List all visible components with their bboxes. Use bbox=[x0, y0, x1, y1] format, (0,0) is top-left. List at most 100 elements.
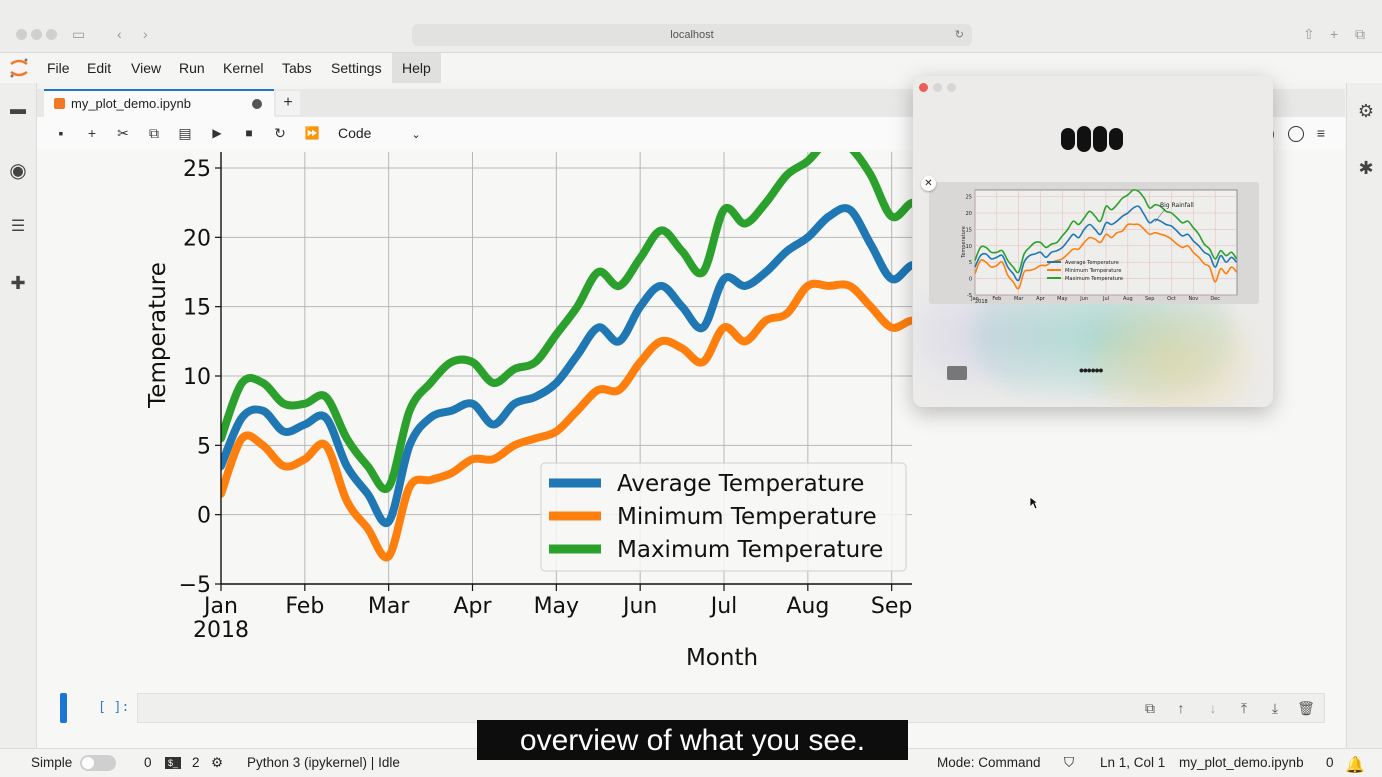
menu-edit[interactable]: Edit bbox=[87, 60, 112, 76]
unsaved-dot-icon[interactable] bbox=[252, 99, 262, 109]
thumb-x-tick-label: Nov bbox=[1188, 296, 1198, 302]
y-tick-label: 0 bbox=[197, 504, 211, 529]
menu-help[interactable]: Help bbox=[392, 53, 441, 83]
tab-notebook[interactable]: my_plot_demo.ipynb bbox=[44, 89, 274, 117]
window-zoom-dot[interactable] bbox=[46, 29, 57, 40]
save-icon[interactable]: ▪ bbox=[58, 125, 64, 141]
series-line-average-temperature bbox=[221, 204, 912, 528]
x-tick-label: Jul bbox=[709, 594, 738, 619]
running-icon[interactable]: ◉ bbox=[9, 160, 27, 182]
x-tick-label: Jun bbox=[621, 594, 657, 619]
debugger-icon[interactable]: ✱ bbox=[1358, 158, 1374, 178]
simple-mode-label: Simple bbox=[31, 755, 73, 770]
thumb-series-line bbox=[974, 189, 1238, 274]
menu-icon[interactable]: ≡ bbox=[1316, 125, 1326, 141]
thumb-y-tick-label: 0 bbox=[969, 277, 972, 283]
toc-icon[interactable]: ☰ bbox=[10, 218, 26, 235]
thumb-y-tick-label: 5 bbox=[969, 260, 972, 266]
thumb-x-tick-label: Jul bbox=[1102, 296, 1109, 302]
back-icon[interactable]: ‹ bbox=[117, 26, 122, 42]
stop-icon[interactable]: ■ bbox=[245, 126, 253, 140]
restart-icon[interactable]: ↻ bbox=[274, 125, 286, 141]
popup-glow bbox=[1093, 306, 1253, 407]
run-all-icon[interactable]: ⏩ bbox=[304, 126, 320, 140]
terminals-count: 0 bbox=[144, 755, 152, 770]
property-inspector-icon[interactable]: ⚙ bbox=[1357, 101, 1375, 121]
screenshot-thumbnail[interactable]: 25 20 15 10 5 0 -5 Jan Feb Mar Apr May Jun Jul Aug Sep O… bbox=[929, 182, 1259, 305]
video-caption: overview of what you see. bbox=[477, 720, 908, 760]
x-tick-label: Feb bbox=[285, 594, 324, 619]
paste-icon[interactable]: ▤ bbox=[178, 125, 192, 141]
thumb-year-label: 2018 bbox=[975, 299, 988, 304]
thumb-annotation: Big Rainfall bbox=[1160, 202, 1194, 209]
terminal-icon[interactable]: $_ bbox=[165, 757, 182, 769]
thumb-y-tick-label: 20 bbox=[966, 211, 972, 217]
menu-run[interactable]: Run bbox=[179, 60, 205, 76]
x-tick-label: Aug bbox=[786, 594, 829, 619]
thumb-x-tick-label: Oct bbox=[1167, 296, 1176, 302]
file-name: my_plot_demo.ipynb bbox=[1179, 755, 1304, 770]
thumb-y-tick-label: 25 bbox=[966, 195, 972, 201]
duplicate-cell-icon[interactable]: ⧉ bbox=[1145, 700, 1155, 716]
move-down-icon[interactable]: ↓ bbox=[1209, 700, 1217, 716]
notification-bell-icon[interactable]: 🔔 bbox=[1345, 757, 1365, 774]
thumb-series-line bbox=[974, 205, 1238, 282]
move-up-icon[interactable]: ↑ bbox=[1177, 700, 1185, 716]
simple-mode-toggle[interactable] bbox=[80, 755, 116, 771]
trusted-shield-icon[interactable]: ⛉ bbox=[1064, 755, 1075, 770]
share-icon[interactable]: ⇧ bbox=[1303, 26, 1315, 42]
popup-close-dot[interactable] bbox=[919, 83, 928, 92]
thumb-x-tick-label: Sep bbox=[1145, 296, 1154, 302]
delete-cell-icon[interactable]: 🗑 bbox=[1297, 700, 1315, 716]
kernel-status[interactable]: Python 3 (ipykernel) | Idle bbox=[247, 755, 400, 770]
x-axis-label: Month bbox=[686, 645, 758, 671]
thumb-series-line bbox=[974, 223, 1238, 290]
browser-toolbar: ▭ ‹ › localhost ↻ ⇧ + ⧉ bbox=[0, 0, 1382, 53]
series-line-maximum-temperature bbox=[221, 152, 912, 494]
run-icon[interactable]: ▶ bbox=[212, 126, 222, 140]
kernel-chip-icon[interactable]: ⚙ bbox=[211, 755, 224, 770]
y-tick-label: 15 bbox=[183, 296, 211, 321]
menu-kernel[interactable]: Kernel bbox=[223, 60, 264, 76]
url-text: localhost bbox=[670, 29, 714, 41]
sidebar-toggle-icon[interactable]: ▭ bbox=[72, 26, 86, 42]
menu-settings[interactable]: Settings bbox=[331, 60, 382, 76]
menu-view[interactable]: View bbox=[131, 60, 162, 76]
chart-lines bbox=[221, 152, 912, 562]
insert-below-icon[interactable]: ⤓ bbox=[1271, 700, 1279, 716]
thumb-ylabel: Temperature bbox=[961, 226, 967, 259]
mouse-cursor-icon bbox=[1029, 496, 1039, 510]
folder-icon[interactable]: ▬ bbox=[10, 101, 26, 118]
tab-overview-icon[interactable]: ⧉ bbox=[1355, 26, 1365, 42]
window-close-dot[interactable] bbox=[16, 29, 27, 40]
popup-minimize-dot[interactable] bbox=[933, 83, 942, 92]
window-minimize-dot[interactable] bbox=[31, 29, 42, 40]
menu-file[interactable]: File bbox=[47, 60, 70, 76]
cut-icon[interactable]: ✂ bbox=[117, 125, 129, 141]
insert-cell-icon[interactable]: + bbox=[87, 125, 97, 141]
cursor-position[interactable]: Ln 1, Col 1 bbox=[1100, 755, 1166, 770]
legend-label: Minimum Temperature bbox=[617, 504, 877, 530]
thumbnail-close-icon[interactable]: ✕ bbox=[921, 176, 936, 191]
thumb-legend-label: Minimum Temperature bbox=[1065, 268, 1121, 274]
cell-type-select[interactable]: Code ⌄ bbox=[338, 117, 421, 152]
display-icon[interactable] bbox=[947, 366, 967, 380]
menu-tabs[interactable]: Tabs bbox=[282, 60, 312, 76]
reload-icon[interactable]: ↻ bbox=[954, 29, 964, 41]
left-sidebar bbox=[0, 83, 37, 748]
legend-box bbox=[540, 462, 907, 572]
series-line-minimum-temperature bbox=[221, 279, 912, 562]
extension-icon[interactable]: ✚ bbox=[10, 273, 26, 293]
forward-icon[interactable]: › bbox=[143, 26, 148, 42]
pagination-dots-icon: •••••• bbox=[1079, 362, 1103, 378]
y-tick-label: 10 bbox=[183, 365, 211, 390]
thumb-x-tick-label: May bbox=[1057, 296, 1067, 302]
new-tab-icon[interactable]: + bbox=[1330, 26, 1339, 42]
thumb-x-tick-label: Jun bbox=[1079, 296, 1088, 302]
new-launcher-button[interactable]: + bbox=[276, 91, 300, 115]
insert-above-icon[interactable]: ⤒ bbox=[1240, 700, 1248, 716]
copy-icon[interactable]: ⧉ bbox=[149, 125, 159, 141]
address-bar[interactable]: localhost ↻ bbox=[412, 24, 972, 46]
popup-zoom-dot[interactable] bbox=[947, 83, 956, 92]
tab-title: my_plot_demo.ipynb bbox=[71, 96, 191, 111]
